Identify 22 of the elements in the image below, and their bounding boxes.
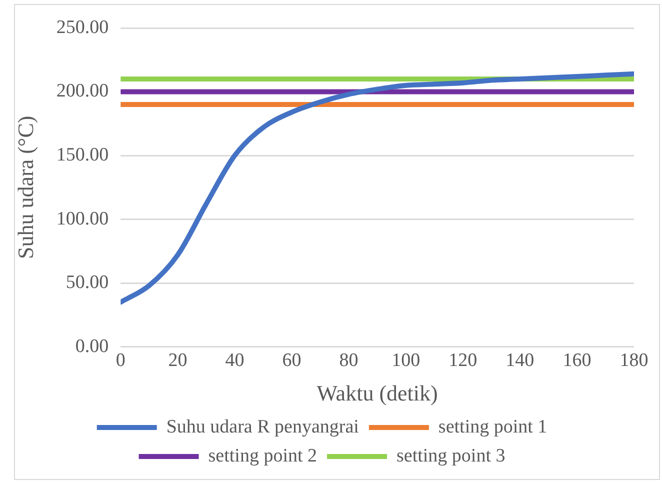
x-tick-label: 0 [116,350,126,372]
x-tick-label: 160 [562,350,592,372]
x-tick-label: 120 [448,350,478,372]
y-tick-label: 0.00 [75,336,109,357]
x-tick-label: 140 [506,350,534,372]
y-tick-label: 100.00 [56,208,109,230]
y-tick-label: 150.00 [56,144,109,166]
y-tick-label: 250.00 [56,16,109,38]
x-axis-title: Waktu (detik) [316,380,438,406]
x-tick-label: 60 [282,350,302,372]
legend-label: setting point 3 [396,445,506,466]
y-tick-label: 50.00 [66,272,109,294]
legend-label: setting point 1 [438,416,548,438]
x-tick-label: 40 [225,350,244,372]
x-tick-label: 20 [168,350,188,372]
y-axis-title: Suhu udara (°C) [12,116,38,260]
y-tick-label: 200.00 [56,80,109,102]
x-tick-label: 180 [620,350,648,372]
legend-label: Suhu udara R penyangrai [166,416,359,438]
x-tick-label: 100 [392,350,420,372]
x-tick-label: 80 [339,350,358,372]
legend-label: setting point 2 [208,445,318,466]
